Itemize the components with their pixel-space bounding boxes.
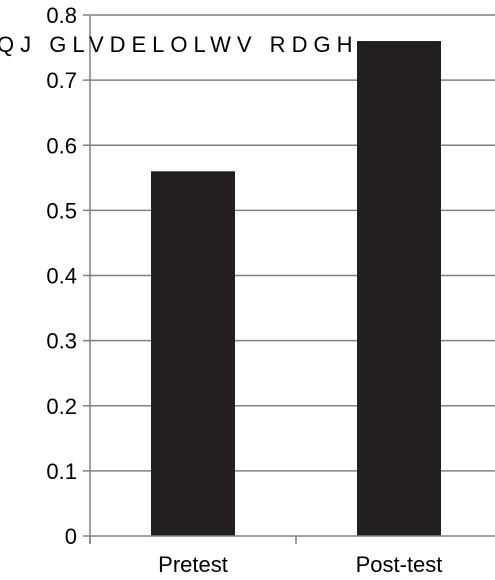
axes (83, 14, 495, 544)
y-tick-label: 0.8 (46, 3, 77, 28)
bar-pretest (151, 171, 235, 537)
bar-post-test (357, 41, 441, 537)
y-tick-label: 0.5 (46, 198, 77, 223)
y-tick-label: 0 (65, 524, 77, 549)
y-tick-label: 0.4 (46, 264, 77, 289)
y-tick-label: 0.2 (46, 394, 77, 419)
bars (151, 41, 441, 537)
x-tick-labels: Pretest Post-test (158, 552, 442, 577)
y-tick-labels: 0 0.1 0.2 0.3 0.4 0.5 0.6 0.7 0.8 (46, 3, 77, 549)
x-tick-label: Pretest (158, 552, 228, 577)
x-tick-label: Post-test (356, 552, 443, 577)
y-tick-label: 0.7 (46, 68, 77, 93)
y-tick-label: 0.3 (46, 329, 77, 354)
y-tick-label: 0.6 (46, 133, 77, 158)
garbled-title-text: QJ GLVDELOLWV RDGH (0, 32, 358, 57)
y-tick-label: 0.1 (46, 459, 77, 484)
